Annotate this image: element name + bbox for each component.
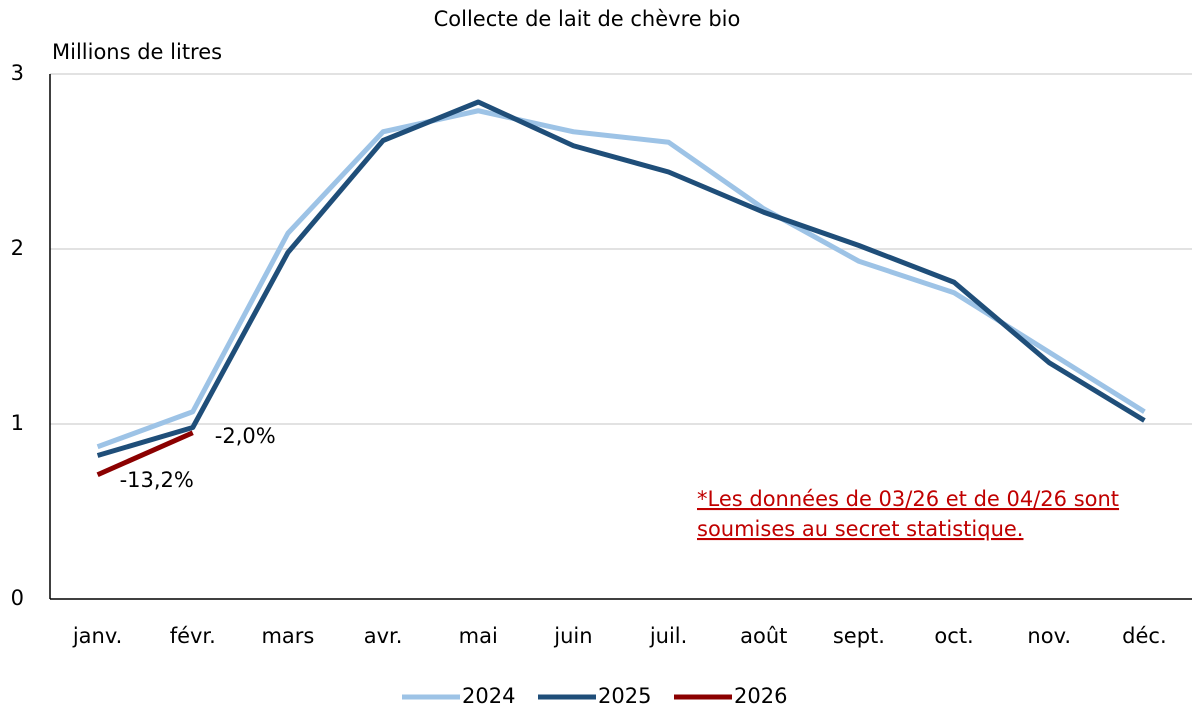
y-tick-label: 3: [11, 61, 24, 85]
series-line: [96, 430, 194, 478]
x-tick-label: sept.: [833, 624, 885, 648]
x-tick-label: nov.: [1027, 624, 1071, 648]
x-tick-label: juil.: [649, 624, 688, 648]
x-tick-label: avr.: [364, 624, 403, 648]
x-tick-label: oct.: [934, 624, 973, 648]
x-tick-label: févr.: [170, 624, 216, 648]
x-tick-label: août: [740, 624, 787, 648]
annotation: -2,0%: [215, 424, 276, 448]
legend-label: 2026: [734, 684, 787, 708]
x-tick-label: mai: [459, 624, 498, 648]
note: *Les données de 03/26 et de 04/26 sont: [697, 487, 1119, 511]
y-tick-label: 0: [11, 586, 24, 610]
series-line: [96, 99, 1146, 458]
x-tick-label: déc.: [1122, 624, 1166, 648]
legend-label: 2025: [598, 684, 651, 708]
annotation: -13,2%: [120, 468, 194, 492]
y-tick-label: 2: [11, 236, 24, 260]
series-line: [96, 108, 1146, 450]
x-tick-label: mars: [261, 624, 314, 648]
x-tick-label: janv.: [72, 624, 123, 648]
note: soumises au secret statistique.: [697, 517, 1023, 541]
x-tick-label: juin: [553, 624, 592, 648]
y-tick-label: 1: [11, 411, 24, 435]
y-axis-label: Millions de litres: [52, 40, 222, 64]
legend-label: 2024: [462, 684, 515, 708]
chart-title: Collecte de lait de chèvre bio: [434, 7, 741, 31]
